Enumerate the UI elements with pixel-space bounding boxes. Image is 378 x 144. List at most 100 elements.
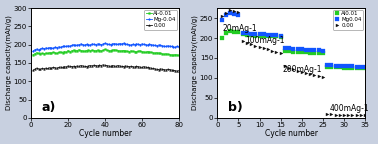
Al0.01: [262, 35, 266, 37]
Mg-0.04: [95, 43, 100, 45]
0.00: [321, 76, 325, 78]
Al0.01: [321, 52, 325, 54]
0.00: [270, 50, 274, 52]
Mg0.04: [291, 48, 296, 50]
0.00: [299, 71, 304, 73]
Mg0.04: [350, 66, 355, 67]
Mg-0.04: [177, 46, 181, 48]
0.00: [175, 70, 179, 72]
Al0.01: [359, 68, 363, 69]
Mg-0.04: [119, 43, 124, 45]
0.00: [228, 9, 232, 11]
0.00: [162, 69, 166, 70]
0.00: [232, 10, 237, 12]
0.00: [342, 114, 346, 115]
0.00: [304, 72, 308, 74]
0.00: [236, 12, 241, 13]
Al0.01: [253, 35, 258, 36]
Mg0.04: [299, 48, 304, 50]
Mg0.04: [308, 49, 313, 51]
Al0.01: [346, 67, 350, 68]
Mg0.04: [223, 14, 228, 16]
Text: 200mAg-1: 200mAg-1: [283, 65, 322, 74]
Mg0.04: [304, 49, 308, 50]
Al0.01: [236, 31, 241, 33]
Mg0.04: [363, 66, 367, 68]
Al0.01: [342, 67, 346, 68]
Al0.01: [232, 31, 237, 33]
0.00: [329, 113, 334, 115]
Mg-0.04: [103, 42, 107, 44]
0.00: [101, 64, 105, 66]
Al0.01: [325, 66, 329, 68]
0.00: [245, 42, 249, 44]
Al0.01: [338, 66, 342, 68]
Mg0.04: [253, 33, 258, 35]
Al-0.01: [177, 54, 181, 56]
0.00: [132, 66, 137, 68]
Line: Mg0.04: Mg0.04: [220, 11, 367, 69]
Mg0.04: [359, 66, 363, 68]
Al0.01: [295, 51, 300, 53]
Line: Al-0.01: Al-0.01: [32, 49, 180, 56]
0.00: [355, 114, 359, 116]
0.00: [177, 70, 181, 72]
Line: 0.00: 0.00: [32, 64, 180, 72]
Mg0.04: [240, 32, 245, 34]
Text: 20mAg-1: 20mAg-1: [222, 24, 257, 33]
Al0.01: [308, 52, 313, 54]
Mg-0.04: [121, 42, 126, 44]
Mg0.04: [316, 50, 321, 51]
Mg0.04: [257, 33, 262, 35]
Al-0.01: [121, 50, 126, 51]
0.00: [95, 65, 100, 67]
Mg0.04: [287, 48, 291, 49]
Mg0.04: [342, 65, 346, 67]
Mg0.04: [312, 49, 317, 51]
Mg0.04: [245, 32, 249, 34]
0.00: [291, 68, 296, 70]
Al-0.01: [95, 49, 100, 51]
Line: 0.00: 0.00: [220, 8, 367, 117]
0.00: [279, 52, 283, 54]
0.00: [119, 65, 124, 67]
0.00: [287, 67, 291, 68]
Al0.01: [240, 33, 245, 35]
0.00: [333, 114, 338, 115]
Mg0.04: [355, 66, 359, 68]
Al0.01: [223, 32, 228, 34]
0.00: [274, 51, 279, 53]
Mg0.04: [262, 34, 266, 35]
Y-axis label: Discharge capacity(mAh/g): Discharge capacity(mAh/g): [6, 16, 12, 110]
0.00: [338, 114, 342, 115]
0.00: [359, 114, 363, 116]
Al0.01: [279, 36, 283, 38]
X-axis label: Cycle number: Cycle number: [79, 129, 132, 138]
0.00: [266, 48, 270, 50]
0.00: [253, 45, 258, 47]
Al0.01: [291, 51, 296, 52]
Mg0.04: [329, 64, 334, 66]
Al-0.01: [132, 51, 137, 52]
Line: Al0.01: Al0.01: [220, 29, 367, 70]
Al0.01: [333, 66, 338, 68]
Y-axis label: Discharge capacity(mAh/g): Discharge capacity(mAh/g): [192, 16, 198, 110]
0.00: [283, 65, 287, 67]
0.00: [325, 113, 329, 115]
Al0.01: [257, 35, 262, 36]
0.00: [121, 66, 126, 68]
Mg-0.04: [31, 50, 35, 52]
Al0.01: [350, 67, 355, 69]
Al0.01: [329, 66, 334, 68]
Al0.01: [304, 52, 308, 53]
Al-0.01: [119, 50, 124, 52]
Mg0.04: [270, 34, 274, 36]
Al0.01: [283, 50, 287, 52]
0.00: [219, 15, 224, 17]
0.00: [127, 66, 131, 68]
0.00: [249, 43, 253, 45]
Al0.01: [270, 36, 274, 37]
0.00: [346, 114, 350, 116]
Text: 400mAg-1: 400mAg-1: [329, 104, 369, 113]
Al-0.01: [31, 54, 35, 56]
